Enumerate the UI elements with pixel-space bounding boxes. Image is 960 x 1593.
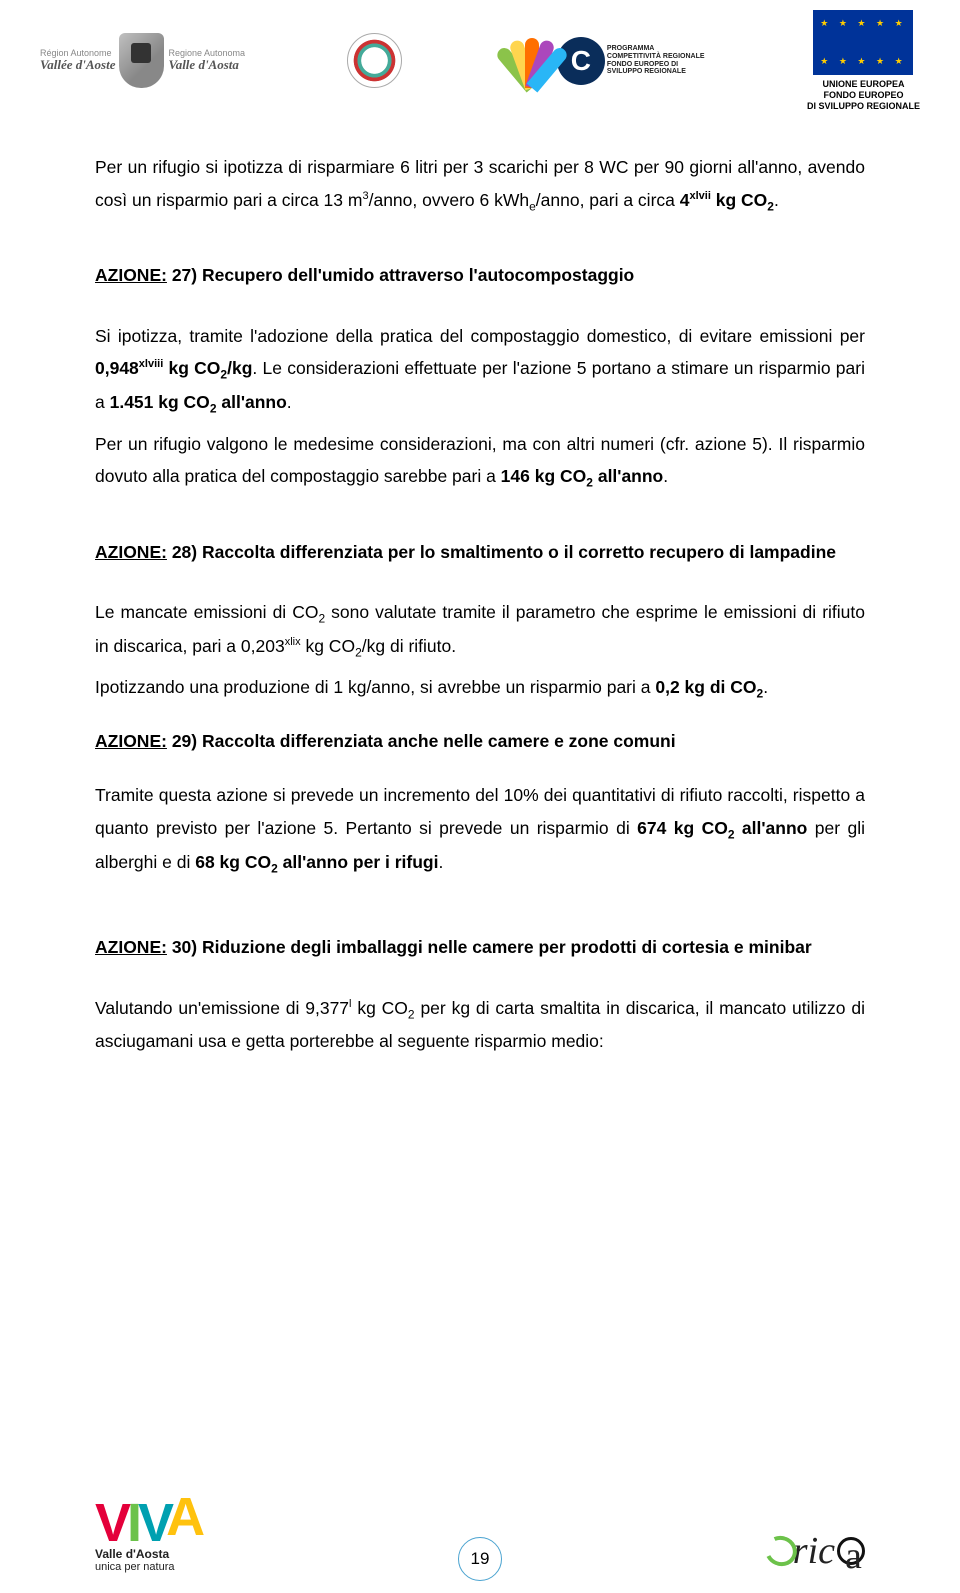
azione-29-paragraph: Tramite questa azione si prevede un incr… bbox=[95, 779, 865, 879]
region-autonoma-label: Regione Autonoma Valle d'Aosta bbox=[168, 49, 245, 73]
azione-27-paragraph-1: Si ipotizza, tramite l'adozione della pr… bbox=[95, 320, 865, 420]
fesr-logo-block: C PROGRAMMA COMPETITIVITÀ REGIONALE FOND… bbox=[505, 33, 705, 88]
azione-28-paragraph-2: Ipotizzando una produzione di 1 kg/anno,… bbox=[95, 671, 865, 705]
eu-logo-block: UNIONE EUROPEA FONDO EUROPEO DI SVILUPPO… bbox=[807, 10, 920, 111]
region-autonome-label: Région Autonome Vallée d'Aoste bbox=[40, 49, 115, 73]
subscript-e: e bbox=[529, 199, 536, 213]
fesr-c-icon: C bbox=[557, 37, 605, 85]
erica-logo: ric bbox=[765, 1529, 865, 1573]
viva-logo: VIVA Valle d'Aosta unica per natura bbox=[95, 1492, 201, 1573]
azione-27-heading: AZIONE: 27) Recupero dell'umido attraver… bbox=[95, 259, 865, 291]
fesr-fan-icon bbox=[505, 33, 555, 88]
document-body: Per un rifugio si ipotizza di risparmiar… bbox=[0, 121, 960, 1057]
erica-at-icon bbox=[837, 1537, 865, 1565]
intro-paragraph: Per un rifugio si ipotizza di risparmiar… bbox=[95, 151, 865, 217]
region-logo-block: Région Autonome Vallée d'Aoste Regione A… bbox=[40, 33, 245, 88]
viva-wordmark-icon: VIVA bbox=[95, 1492, 201, 1554]
region-it-line2: Valle d'Aosta bbox=[168, 58, 245, 72]
page-number: 19 bbox=[458, 1537, 502, 1581]
region-fr-line2: Vallée d'Aoste bbox=[40, 58, 115, 72]
azione-30-paragraph: Valutando un'emissione di 9,377l kg CO2 … bbox=[95, 992, 865, 1058]
azione-30-heading: AZIONE: 30) Riduzione degli imballaggi n… bbox=[95, 931, 865, 963]
viva-subtitle-2: unica per natura bbox=[95, 1561, 201, 1573]
coat-of-arms-icon bbox=[119, 33, 164, 88]
eu-caption: UNIONE EUROPEA FONDO EUROPEO DI SVILUPPO… bbox=[807, 79, 920, 111]
superscript-xlviii: xlviii bbox=[139, 358, 163, 370]
azione-29-heading: AZIONE: 29) Raccolta differenziata anche… bbox=[95, 725, 865, 757]
superscript-xlvii: xlvii bbox=[689, 190, 710, 202]
italian-republic-emblem-icon bbox=[347, 33, 402, 88]
azione-28-paragraph-1: Le mancate emissioni di CO2 sono valutat… bbox=[95, 596, 865, 663]
azione-27-paragraph-2: Per un rifugio valgono le medesime consi… bbox=[95, 428, 865, 494]
azione-28-heading: AZIONE: 28) Raccolta differenziata per l… bbox=[95, 536, 865, 568]
page-header: Région Autonome Vallée d'Aoste Regione A… bbox=[0, 0, 960, 121]
eu-flag-icon bbox=[813, 10, 913, 75]
superscript-xlix: xlix bbox=[285, 636, 301, 648]
fesr-text: PROGRAMMA COMPETITIVITÀ REGIONALE FONDO … bbox=[607, 45, 705, 76]
subscript-2: 2 bbox=[767, 199, 774, 213]
